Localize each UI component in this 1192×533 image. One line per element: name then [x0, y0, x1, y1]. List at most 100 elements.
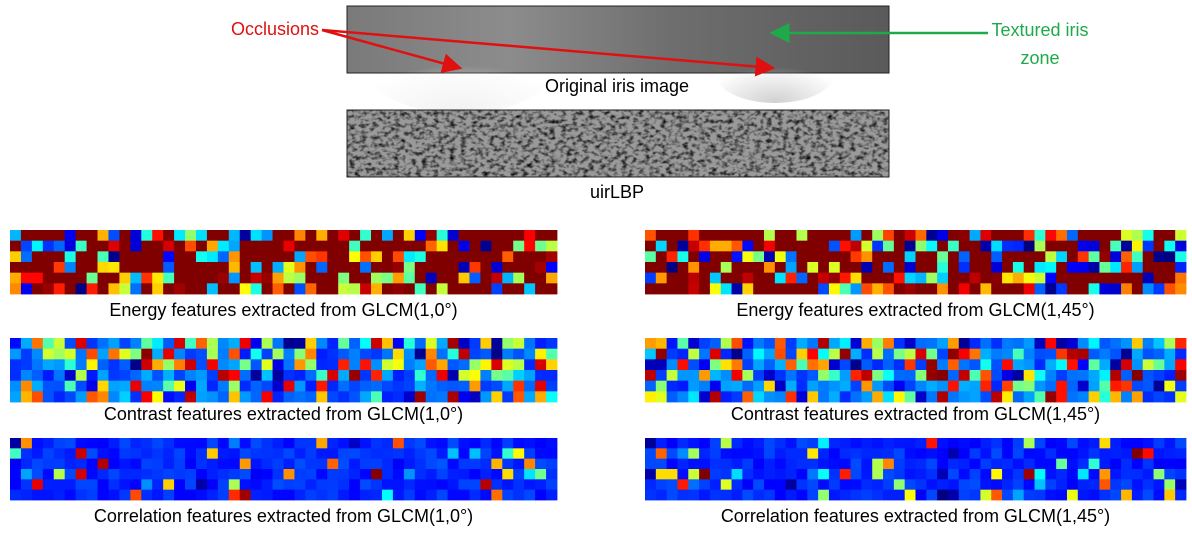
heatmap-cell — [163, 338, 175, 350]
heatmap-cell — [818, 262, 830, 274]
heatmap-cell — [969, 469, 981, 480]
heatmap-cell — [742, 338, 754, 350]
heatmap-cell — [97, 338, 109, 350]
heatmap-cell — [524, 458, 536, 470]
heatmap-cell — [699, 448, 711, 460]
heatmap-cell — [904, 448, 916, 460]
heatmap-cell — [926, 380, 938, 392]
heatmap-cell — [1175, 262, 1187, 274]
heatmap-cell — [217, 338, 230, 350]
heatmap-cell — [1045, 240, 1057, 252]
heatmap-cell — [108, 458, 120, 470]
heatmap-cell — [195, 469, 208, 480]
heatmap-cell — [360, 230, 372, 242]
heatmap-cell — [403, 479, 416, 491]
heatmap-cell — [414, 230, 427, 242]
heatmap-cell — [458, 380, 470, 392]
heatmap-cell — [480, 448, 492, 460]
heatmap-cell — [239, 230, 252, 242]
heatmap-cell — [731, 251, 743, 263]
heatmap-cell — [699, 240, 711, 252]
heatmap-cell — [119, 370, 131, 382]
heatmap-cell — [753, 359, 765, 371]
heatmap-cell — [141, 380, 153, 392]
heatmap-cell — [774, 359, 787, 371]
heatmap-cell — [108, 438, 120, 449]
heatmap-cell — [850, 262, 862, 274]
heatmap-cell — [1142, 448, 1154, 460]
heatmap-cell — [774, 469, 787, 480]
heatmap-cell — [217, 391, 230, 403]
heatmap-cell — [764, 230, 776, 242]
heatmap-cell — [250, 370, 263, 382]
heatmap-cell — [502, 348, 514, 360]
heatmap-cell — [1045, 391, 1057, 403]
heatmap-cell — [1023, 469, 1035, 480]
heatmap-cell — [861, 391, 873, 403]
heatmap-cell — [414, 479, 427, 491]
heatmap-cell — [436, 469, 448, 480]
heatmap-cell — [239, 251, 252, 263]
heatmap-cell — [828, 359, 841, 371]
heatmap-cell — [10, 262, 22, 274]
heatmap-cell — [753, 348, 765, 360]
heatmap-cell — [991, 448, 1003, 460]
heatmap-cell — [305, 230, 317, 242]
heatmap — [10, 230, 558, 295]
heatmap-cell — [1099, 230, 1111, 242]
heatmap-cell — [764, 458, 776, 470]
heatmap-cell — [174, 380, 186, 392]
heatmap-cell — [731, 469, 743, 480]
heatmap-cell — [152, 469, 164, 480]
heatmap-cell — [764, 240, 776, 252]
heatmap-cell — [677, 479, 689, 491]
heatmap-cell — [491, 283, 503, 295]
heatmap-cell — [239, 348, 252, 360]
heatmap-cell — [174, 391, 186, 403]
heatmap-cell — [524, 338, 536, 350]
heatmap-cell — [774, 338, 787, 350]
heatmap-cell — [893, 359, 906, 371]
heatmap-cell — [937, 489, 949, 501]
heatmap-cell — [436, 458, 448, 470]
heatmap-cell — [272, 370, 284, 382]
heatmap-cell — [1056, 438, 1068, 449]
heatmap-cell — [502, 359, 514, 371]
heatmap-cell — [425, 272, 438, 284]
heatmap-cell — [108, 338, 120, 350]
heatmap-cell — [785, 262, 797, 274]
heatmap-cell — [1164, 438, 1176, 449]
heatmap-cell — [108, 370, 120, 382]
heatmap-cell — [947, 438, 960, 449]
heatmap-cell — [10, 240, 22, 252]
heatmap-cell — [872, 230, 884, 242]
heatmap-cell — [513, 283, 525, 295]
heatmap-cell — [513, 479, 525, 491]
heatmap-cell — [195, 251, 208, 263]
heatmap-cell — [1164, 391, 1176, 403]
heatmap-cell — [753, 251, 765, 263]
heatmap-cell — [392, 479, 405, 491]
heatmap-cell — [1066, 469, 1079, 480]
heatmap-cell — [1034, 370, 1046, 382]
heatmap-cell — [360, 251, 372, 263]
heatmap-cell — [893, 338, 906, 350]
heatmap-cell — [480, 391, 492, 403]
heatmap-cell — [1099, 338, 1111, 350]
heatmap-cell — [42, 251, 55, 263]
heatmap-cell — [491, 272, 503, 284]
heatmap-cell — [915, 262, 927, 274]
heatmap-cell — [64, 338, 77, 350]
heatmap-cell — [447, 338, 459, 350]
heatmap-cell — [666, 338, 678, 350]
heatmap-cell — [1056, 458, 1068, 470]
heatmap-cell — [491, 338, 503, 350]
heatmap-cell — [1164, 283, 1176, 295]
heatmap-cell — [228, 262, 241, 274]
heatmap-cell — [403, 438, 416, 449]
heatmap-cell — [75, 348, 87, 360]
heatmap-cell — [947, 348, 960, 360]
heatmap-cell — [86, 283, 98, 295]
heatmap-cell — [872, 479, 884, 491]
heatmap-cell — [10, 391, 22, 403]
